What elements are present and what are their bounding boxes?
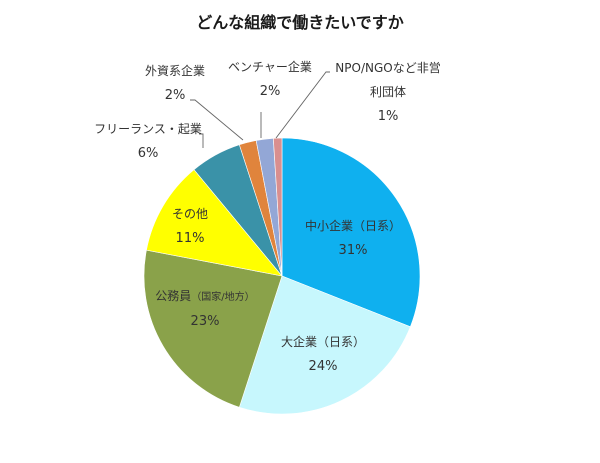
label-freelance: フリーランス・起業 6%	[94, 122, 202, 161]
leader-line-freelance	[199, 133, 204, 148]
chart-title: どんな組織で働きたいですか	[196, 13, 404, 32]
label-daikigyo: 大企業（日系） 24%	[280, 335, 365, 374]
label-chusho: 中小企業（日系） 31%	[304, 219, 401, 258]
label-venture: ベンチャー企業 2%	[228, 60, 312, 99]
slice-npo	[273, 137, 283, 277]
label-npo: NPO/NGOなど非営 利団体 1%	[335, 61, 441, 124]
label-gaishi: 外資系企業 2%	[144, 64, 205, 103]
label-sonota: その他 11%	[171, 207, 208, 246]
leader-line-gaishi	[190, 99, 244, 141]
slice-chusho	[281, 137, 421, 328]
leader-line-npo	[275, 71, 330, 139]
slice-komuin	[143, 249, 283, 408]
label-komuin: 公務員（国家/地方） 23%	[155, 289, 255, 329]
slice-sonota	[146, 169, 283, 277]
slice-daikigyo	[238, 275, 411, 415]
